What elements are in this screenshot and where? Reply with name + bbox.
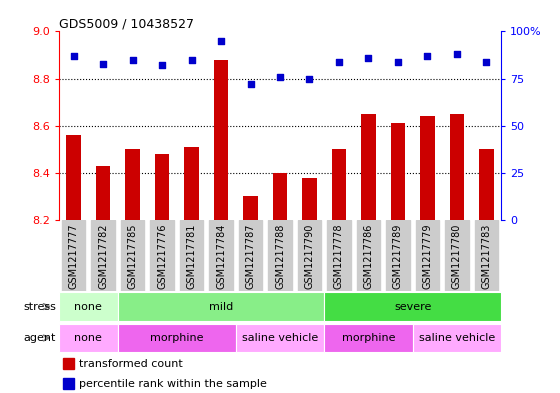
Bar: [213, 60, 228, 220]
Text: GDS5009 / 10438527: GDS5009 / 10438527: [59, 17, 194, 30]
Bar: [445, 220, 469, 291]
Bar: [361, 114, 376, 220]
Text: none: none: [74, 333, 102, 343]
Bar: [390, 123, 405, 220]
Bar: [450, 114, 464, 220]
Bar: [243, 196, 258, 220]
Point: [157, 62, 166, 68]
Text: GSM1217782: GSM1217782: [98, 224, 108, 289]
Text: morphine: morphine: [342, 333, 395, 343]
Text: agent: agent: [24, 333, 56, 343]
Point: [99, 61, 108, 67]
Bar: [91, 220, 115, 291]
Bar: [184, 147, 199, 220]
Bar: [327, 220, 351, 291]
Bar: [386, 220, 410, 291]
Point: [276, 73, 284, 80]
Bar: [416, 220, 439, 291]
Bar: [63, 378, 74, 389]
Point: [128, 57, 137, 63]
Point: [246, 81, 255, 87]
Point: [69, 53, 78, 59]
Bar: [155, 154, 169, 220]
Bar: [59, 324, 118, 352]
Bar: [180, 220, 203, 291]
Text: GSM1217786: GSM1217786: [363, 224, 374, 289]
Text: mild: mild: [209, 301, 233, 312]
Point: [423, 53, 432, 59]
Text: saline vehicle: saline vehicle: [242, 333, 318, 343]
Text: GSM1217783: GSM1217783: [482, 224, 492, 289]
Bar: [420, 116, 435, 220]
Text: GSM1217777: GSM1217777: [68, 224, 78, 289]
Text: saline vehicle: saline vehicle: [419, 333, 495, 343]
Text: GSM1217779: GSM1217779: [422, 224, 432, 289]
Point: [187, 57, 196, 63]
Bar: [118, 324, 236, 352]
Bar: [209, 220, 233, 291]
Text: GSM1217785: GSM1217785: [128, 224, 138, 289]
Point: [452, 51, 461, 57]
Bar: [118, 292, 324, 321]
Bar: [302, 178, 317, 220]
Point: [217, 38, 226, 44]
Point: [482, 59, 491, 65]
Text: GSM1217778: GSM1217778: [334, 224, 344, 289]
Bar: [239, 220, 262, 291]
Bar: [324, 292, 501, 321]
Text: percentile rank within the sample: percentile rank within the sample: [79, 378, 267, 389]
Text: GSM1217781: GSM1217781: [186, 224, 197, 289]
Bar: [413, 324, 501, 352]
Point: [394, 59, 403, 65]
Point: [305, 75, 314, 82]
Bar: [475, 220, 498, 291]
Bar: [96, 166, 110, 220]
Bar: [121, 220, 144, 291]
Bar: [268, 220, 292, 291]
Point: [364, 55, 373, 61]
Bar: [479, 149, 494, 220]
Text: GSM1217788: GSM1217788: [275, 224, 285, 289]
Text: GSM1217787: GSM1217787: [245, 224, 255, 289]
Text: transformed count: transformed count: [79, 359, 183, 369]
Text: GSM1217780: GSM1217780: [452, 224, 462, 289]
Bar: [236, 324, 324, 352]
Bar: [273, 173, 287, 220]
Text: GSM1217789: GSM1217789: [393, 224, 403, 289]
Bar: [66, 135, 81, 220]
Bar: [298, 220, 321, 291]
Bar: [324, 324, 413, 352]
Point: [334, 59, 343, 65]
Bar: [62, 220, 85, 291]
Text: stress: stress: [23, 301, 56, 312]
Bar: [357, 220, 380, 291]
Bar: [63, 358, 74, 369]
Text: GSM1217790: GSM1217790: [305, 224, 315, 289]
Text: morphine: morphine: [150, 333, 203, 343]
Text: none: none: [74, 301, 102, 312]
Bar: [150, 220, 174, 291]
Text: GSM1217776: GSM1217776: [157, 224, 167, 289]
Bar: [59, 292, 118, 321]
Text: severe: severe: [394, 301, 431, 312]
Text: GSM1217784: GSM1217784: [216, 224, 226, 289]
Bar: [125, 149, 140, 220]
Bar: [332, 149, 346, 220]
